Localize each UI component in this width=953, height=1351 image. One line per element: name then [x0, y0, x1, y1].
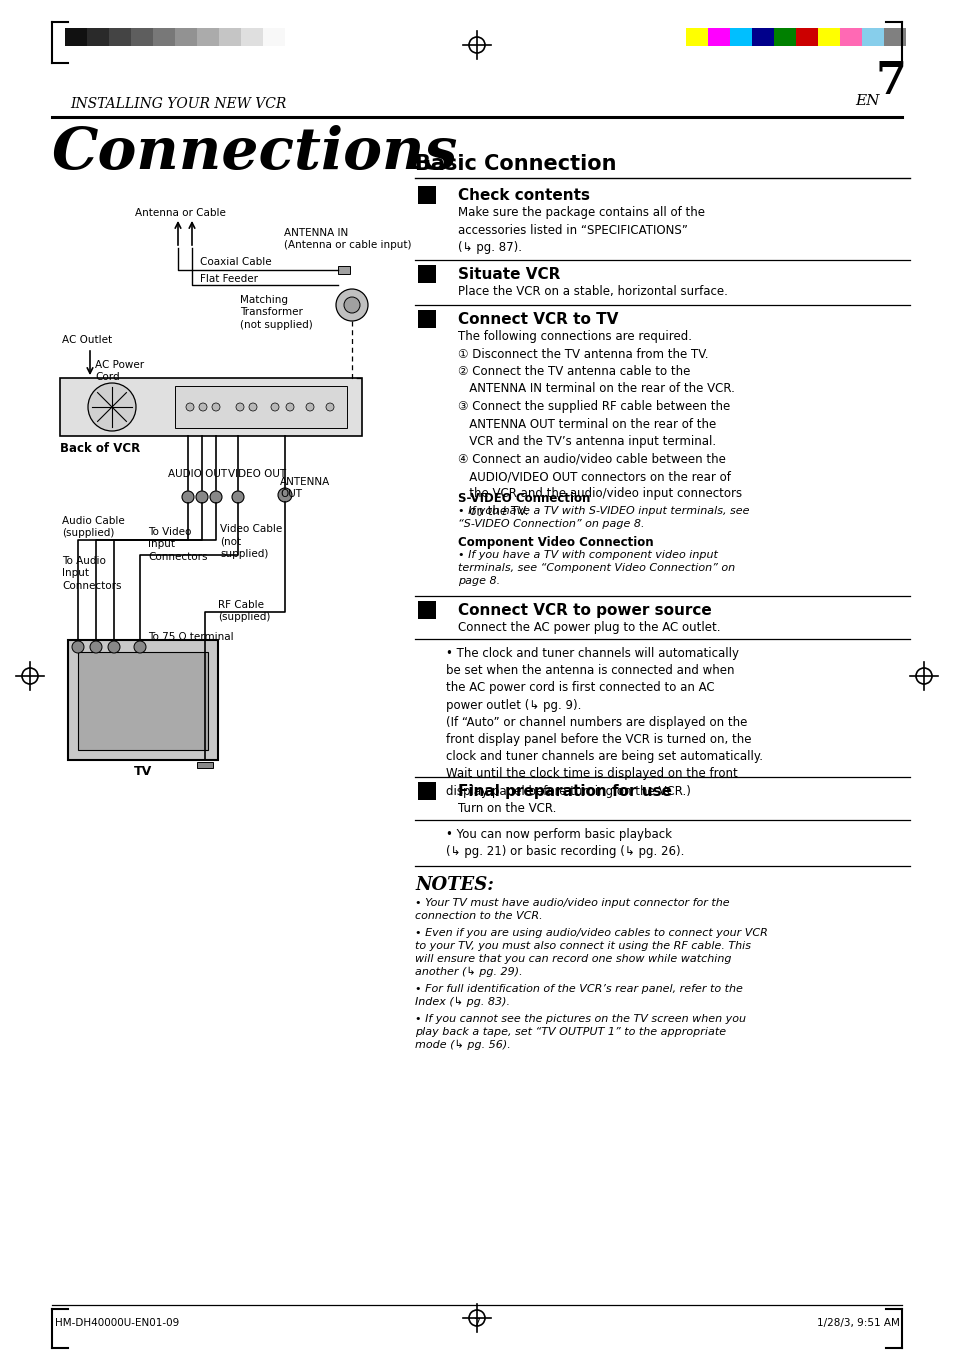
Text: S-VIDEO Connection: S-VIDEO Connection	[457, 492, 590, 505]
Text: RF Cable
(supplied): RF Cable (supplied)	[218, 600, 270, 623]
Text: Video Cable
(not
supplied): Video Cable (not supplied)	[220, 524, 282, 559]
Text: • If you have a TV with S-VIDEO input terminals, see
“S-VIDEO Connection” on pag: • If you have a TV with S-VIDEO input te…	[457, 507, 749, 530]
Text: Audio Cable
(supplied): Audio Cable (supplied)	[62, 516, 125, 539]
Text: NOTES:: NOTES:	[415, 875, 494, 894]
Bar	[417, 186, 436, 204]
Bar	[417, 265, 436, 282]
Text: • The clock and tuner channels will automatically
be set when the antenna is con: • The clock and tuner channels will auto…	[446, 647, 762, 797]
Bar	[751, 28, 773, 46]
Bar	[417, 309, 436, 328]
Text: 7: 7	[473, 1319, 480, 1328]
Circle shape	[232, 490, 244, 503]
Text: Connect the AC power plug to the AC outlet.: Connect the AC power plug to the AC outl…	[457, 621, 720, 634]
Text: • For full identification of the VCR’s rear panel, refer to the
Index (↳ pg. 83): • For full identification of the VCR’s r…	[415, 984, 742, 1008]
Bar	[174, 28, 196, 46]
Bar	[337, 266, 350, 274]
Text: Component Video Connection: Component Video Connection	[457, 536, 653, 549]
Text: Connect VCR to TV: Connect VCR to TV	[457, 312, 618, 327]
Bar	[196, 28, 219, 46]
Text: Turn on the VCR.: Turn on the VCR.	[457, 802, 556, 815]
Circle shape	[133, 640, 146, 653]
Text: 1/28/3, 9:51 AM: 1/28/3, 9:51 AM	[817, 1319, 899, 1328]
Bar	[840, 28, 862, 46]
Bar	[263, 28, 285, 46]
Circle shape	[182, 490, 193, 503]
Bar	[817, 28, 840, 46]
Bar	[196, 762, 213, 767]
Circle shape	[277, 488, 292, 503]
Circle shape	[212, 403, 220, 411]
Text: Flat Feeder: Flat Feeder	[200, 274, 257, 284]
Text: Back of VCR: Back of VCR	[60, 442, 140, 455]
Text: Basic Connection: Basic Connection	[415, 154, 616, 174]
Circle shape	[286, 403, 294, 411]
Bar	[152, 28, 174, 46]
Bar	[773, 28, 795, 46]
Text: • You can now perform basic playback
(↳ pg. 21) or basic recording (↳ pg. 26).: • You can now perform basic playback (↳ …	[446, 828, 683, 858]
Circle shape	[235, 403, 244, 411]
Bar	[87, 28, 109, 46]
Text: TV: TV	[133, 765, 152, 778]
Bar	[68, 640, 218, 761]
Text: 7: 7	[875, 59, 906, 103]
Bar	[685, 28, 707, 46]
Text: EN: EN	[854, 95, 879, 108]
Circle shape	[249, 403, 256, 411]
Text: • Your TV must have audio/video input connector for the
connection to the VCR.: • Your TV must have audio/video input co…	[415, 898, 729, 921]
Circle shape	[326, 403, 334, 411]
Bar	[417, 782, 436, 800]
Bar	[241, 28, 263, 46]
Text: Matching
Transformer
(not supplied): Matching Transformer (not supplied)	[240, 295, 313, 330]
Bar	[795, 28, 817, 46]
Circle shape	[335, 289, 368, 322]
Text: Connect VCR to power source: Connect VCR to power source	[457, 603, 711, 617]
Bar	[707, 28, 729, 46]
Circle shape	[90, 640, 102, 653]
Circle shape	[210, 490, 222, 503]
Circle shape	[271, 403, 278, 411]
Text: • If you have a TV with component video input
terminals, see “Component Video Co: • If you have a TV with component video …	[457, 550, 735, 586]
Text: Coaxial Cable: Coaxial Cable	[200, 257, 272, 267]
Circle shape	[306, 403, 314, 411]
Bar	[862, 28, 883, 46]
Text: Final preparation for use: Final preparation for use	[457, 784, 671, 798]
Text: Connections: Connections	[52, 126, 457, 182]
Text: AC Power
Cord: AC Power Cord	[95, 359, 144, 382]
Text: • Even if you are using audio/video cables to connect your VCR
to your TV, you m: • Even if you are using audio/video cabl…	[415, 928, 767, 977]
Bar	[65, 28, 87, 46]
Text: VIDEO OUT: VIDEO OUT	[228, 469, 286, 480]
Text: Check contents: Check contents	[457, 188, 589, 203]
Bar	[729, 28, 751, 46]
Text: Make sure the package contains all of the
accessories listed in “SPECIFICATIONS”: Make sure the package contains all of th…	[457, 205, 704, 254]
Text: Antenna or Cable: Antenna or Cable	[135, 208, 226, 218]
Text: Situate VCR: Situate VCR	[457, 267, 559, 282]
Text: The following connections are required.
① Disconnect the TV antenna from the TV.: The following connections are required. …	[457, 330, 741, 517]
Bar	[131, 28, 152, 46]
Circle shape	[195, 490, 208, 503]
Bar	[109, 28, 131, 46]
Text: To Audio
Input
Connectors: To Audio Input Connectors	[62, 557, 121, 590]
Text: INSTALLING YOUR NEW VCR: INSTALLING YOUR NEW VCR	[70, 97, 286, 111]
Text: Place the VCR on a stable, horizontal surface.: Place the VCR on a stable, horizontal su…	[457, 285, 727, 299]
Bar	[174, 386, 347, 428]
Bar	[219, 28, 241, 46]
Circle shape	[344, 297, 359, 313]
Circle shape	[186, 403, 193, 411]
Circle shape	[88, 382, 136, 431]
Text: AC Outlet: AC Outlet	[62, 335, 112, 345]
Circle shape	[108, 640, 120, 653]
Text: HM-DH40000U-EN01-09: HM-DH40000U-EN01-09	[55, 1319, 179, 1328]
Bar	[60, 378, 361, 436]
Text: To 75 Ω terminal: To 75 Ω terminal	[148, 632, 233, 642]
Text: ANTENNA IN
(Antenna or cable input): ANTENNA IN (Antenna or cable input)	[284, 228, 411, 250]
Bar	[78, 653, 208, 750]
Bar	[883, 28, 905, 46]
Text: AUDIO OUT: AUDIO OUT	[168, 469, 227, 480]
Text: ANTENNA
OUT: ANTENNA OUT	[280, 477, 330, 499]
Text: To Video
Input
Connectors: To Video Input Connectors	[148, 527, 208, 562]
Bar	[417, 601, 436, 619]
Circle shape	[71, 640, 84, 653]
Text: • If you cannot see the pictures on the TV screen when you
play back a tape, set: • If you cannot see the pictures on the …	[415, 1015, 745, 1050]
Circle shape	[199, 403, 207, 411]
